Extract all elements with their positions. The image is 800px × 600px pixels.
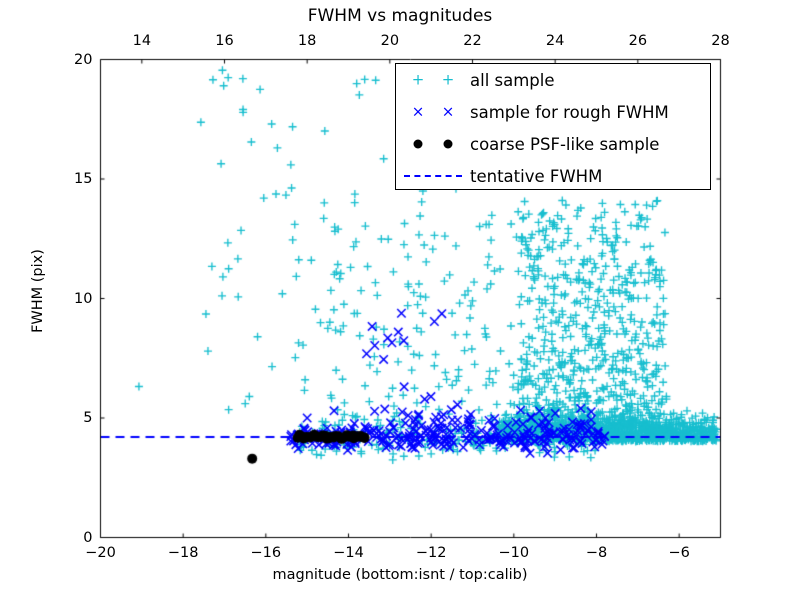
y-tick: 20	[74, 51, 93, 68]
legend-label-rough-fwhm: sample for rough FWHM	[470, 102, 669, 122]
x-tick-bottom: −6	[668, 544, 690, 561]
x-tick-top: 20	[380, 32, 400, 49]
x-tick-top: 22	[463, 32, 482, 49]
legend-handle-dashed-line-icon	[396, 160, 470, 192]
x-tick-bottom: −18	[167, 544, 199, 561]
y-axis-label: FWHM (pix)	[30, 249, 46, 333]
x-tick-top: 18	[297, 32, 317, 49]
x-tick-bottom: −20	[85, 544, 116, 561]
x-axis-label: magnitude (bottom:isnt / top:calib)	[272, 567, 528, 583]
legend-entry-rough-fwhm: × × sample for rough FWHM	[396, 96, 710, 128]
legend-entry-all-sample: + + all sample	[396, 64, 710, 96]
x-tick-bottom: −14	[333, 544, 364, 561]
x-tick-top: 14	[132, 32, 152, 49]
x-tick-top: 28	[711, 32, 730, 49]
legend-handle-cross-icon: × ×	[411, 102, 455, 121]
x-tick-bottom: −12	[415, 544, 447, 561]
x-tick-top: 24	[545, 32, 565, 49]
x-tick-bottom: −8	[585, 544, 608, 561]
legend-label-tentative-fwhm: tentative FWHM	[470, 166, 603, 186]
x-tick-bottom: −16	[250, 544, 282, 561]
legend-entry-psf-like: coarse PSF-like sample	[396, 128, 710, 160]
x-tick-top: 26	[628, 32, 648, 49]
legend-handle-plus-icon: + +	[411, 70, 455, 89]
legend-entry-tentative-fwhm: tentative FWHM	[396, 160, 710, 192]
x-tick-top: 16	[215, 32, 234, 49]
legend: + + all sample × × sample for rough FWHM…	[395, 63, 711, 190]
legend-handle-dot-icon	[396, 128, 470, 160]
y-tick: 15	[74, 171, 93, 187]
legend-label-psf-like: coarse PSF-like sample	[470, 134, 660, 154]
y-tick: 0	[83, 529, 93, 546]
y-tick: 5	[83, 410, 93, 426]
x-tick-bottom: −10	[498, 544, 530, 561]
legend-label-all-sample: all sample	[470, 70, 555, 90]
y-tick: 10	[74, 290, 93, 307]
